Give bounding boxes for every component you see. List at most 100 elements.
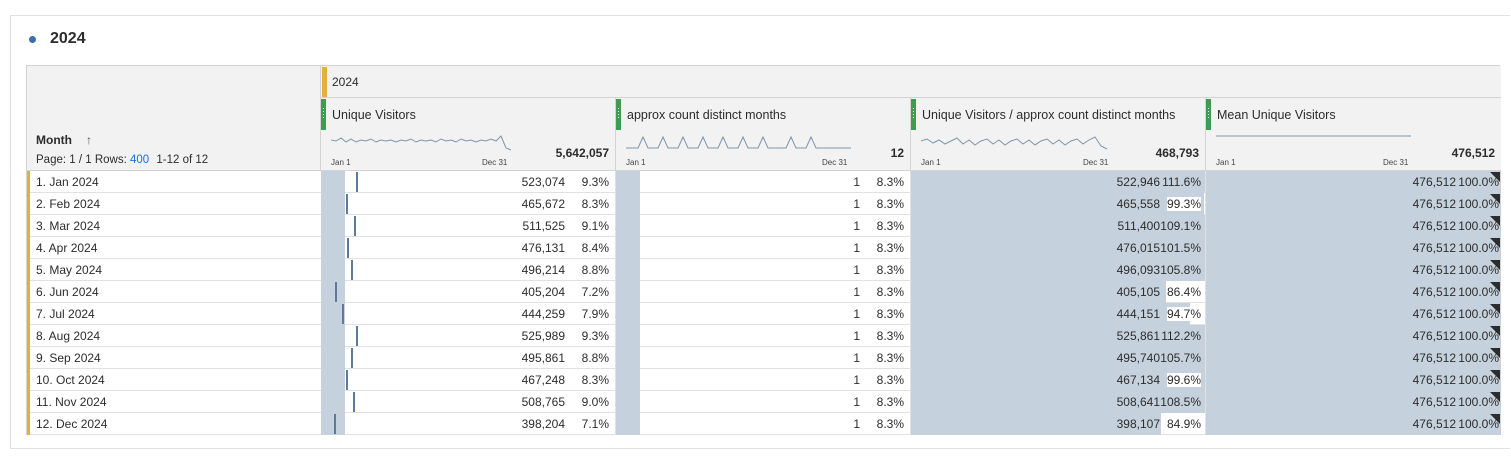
row-dimension-label[interactable]: 8. Aug 2024 [36, 329, 101, 343]
cell-approx-count-distinct-months[interactable]: 1 8.3% [616, 259, 911, 281]
cell-ratio[interactable]: 508,641 108.5% [911, 391, 1206, 413]
cell-ratio[interactable]: 398,107 84.9% [911, 413, 1206, 435]
cell-percent: 8.3% [876, 175, 904, 189]
table-row[interactable]: 4. Apr 2024 476,131 8.4% 1 8.3% 476,015 101.5%… [27, 237, 1501, 259]
cell-mean-unique-visitors[interactable]: 476,512 100.0% [1206, 281, 1501, 303]
cell-ratio[interactable]: 511,400 109.1% [911, 215, 1206, 237]
metric-header-ratio[interactable]: Unique Visitors / approx count distinct … [911, 98, 1206, 131]
dimension-title-label[interactable]: Month [36, 133, 72, 147]
table-row[interactable]: 7. Jul 2024 444,259 7.9% 1 8.3% 444,151 94.7% 4… [27, 303, 1501, 325]
cell-unique-visitors[interactable]: 523,074 9.3% [321, 171, 616, 193]
anomaly-flag-icon[interactable] [1490, 216, 1500, 226]
cell-mean-unique-visitors[interactable]: 476,512 100.0% [1206, 215, 1501, 237]
segment-group-header[interactable]: 2024 [321, 66, 1501, 98]
dimension-title[interactable]: Month ↑ [36, 133, 92, 147]
cell-unique-visitors[interactable]: 496,214 8.8% [321, 259, 616, 281]
cell-unique-visitors[interactable]: 405,204 7.2% [321, 281, 616, 303]
cell-approx-count-distinct-months[interactable]: 1 8.3% [616, 369, 911, 391]
cell-unique-visitors[interactable]: 511,525 9.1% [321, 215, 616, 237]
cell-mean-unique-visitors[interactable]: 476,512 100.0% [1206, 413, 1501, 435]
metric-header-approx-count-distinct-months[interactable]: approx count distinct months [616, 98, 911, 131]
cell-approx-count-distinct-months[interactable]: 1 8.3% [616, 193, 911, 215]
cell-ratio[interactable]: 467,134 99.6% [911, 369, 1206, 391]
cell-unique-visitors[interactable]: 398,204 7.1% [321, 413, 616, 435]
cell-unique-visitors[interactable]: 508,765 9.0% [321, 391, 616, 413]
cell-mean-unique-visitors[interactable]: 476,512 100.0% [1206, 347, 1501, 369]
cell-approx-count-distinct-months[interactable]: 1 8.3% [616, 391, 911, 413]
cell-approx-count-distinct-months[interactable]: 1 8.3% [616, 347, 911, 369]
cell-mean-unique-visitors[interactable]: 476,512 100.0% [1206, 325, 1501, 347]
table-row[interactable]: 12. Dec 2024 398,204 7.1% 1 8.3% 398,107 84.9%… [27, 413, 1501, 435]
anomaly-flag-icon[interactable] [1490, 282, 1500, 292]
anomaly-flag-icon[interactable] [1490, 414, 1500, 424]
anomaly-flag-icon[interactable] [1490, 172, 1500, 182]
cell-approx-count-distinct-months[interactable]: 1 8.3% [616, 325, 911, 347]
table-row[interactable]: 8. Aug 2024 525,989 9.3% 1 8.3% 525,861 112.2%… [27, 325, 1501, 347]
row-dimension-label[interactable]: 11. Nov 2024 [36, 395, 107, 409]
cell-ratio[interactable]: 522,946 111.6% [911, 171, 1206, 193]
metric-drag-handle-icon[interactable] [616, 99, 621, 130]
table-row[interactable]: 3. Mar 2024 511,525 9.1% 1 8.3% 511,400 109.1%… [27, 215, 1501, 237]
table-row[interactable]: 1. Jan 2024 523,074 9.3% 1 8.3% 522,946 111.6%… [27, 171, 1501, 193]
metric-drag-handle-icon[interactable] [1206, 99, 1211, 130]
cell-mean-unique-visitors[interactable]: 476,512 100.0% [1206, 259, 1501, 281]
cell-unique-visitors[interactable]: 467,248 8.3% [321, 369, 616, 391]
row-dimension-label[interactable]: 10. Oct 2024 [36, 373, 105, 387]
cell-mean-unique-visitors[interactable]: 476,512 100.0% [1206, 171, 1501, 193]
cell-unique-visitors[interactable]: 495,861 8.8% [321, 347, 616, 369]
cell-approx-count-distinct-months[interactable]: 1 8.3% [616, 303, 911, 325]
anomaly-flag-icon[interactable] [1490, 194, 1500, 204]
metric-header-mean-unique-visitors[interactable]: Mean Unique Visitors [1206, 98, 1501, 131]
anomaly-flag-icon[interactable] [1490, 326, 1500, 336]
cell-ratio[interactable]: 525,861 112.2% [911, 325, 1206, 347]
table-row[interactable]: 11. Nov 2024 508,765 9.0% 1 8.3% 508,641 108.5… [27, 391, 1501, 413]
cell-approx-count-distinct-months[interactable]: 1 8.3% [616, 237, 911, 259]
table-row[interactable]: 2. Feb 2024 465,672 8.3% 1 8.3% 465,558 99.3% 4… [27, 193, 1501, 215]
cell-ratio[interactable]: 405,105 86.4% [911, 281, 1206, 303]
cell-unique-visitors[interactable]: 465,672 8.3% [321, 193, 616, 215]
cell-unique-visitors[interactable]: 476,131 8.4% [321, 237, 616, 259]
cell-mean-unique-visitors[interactable]: 476,512 100.0% [1206, 303, 1501, 325]
rows-per-page-selector[interactable]: 400 [129, 154, 150, 166]
cell-ratio[interactable]: 495,740 105.7% [911, 347, 1206, 369]
table-row[interactable]: 6. Jun 2024 405,204 7.2% 1 8.3% 405,105 86.4% 4… [27, 281, 1501, 303]
row-dimension-label[interactable]: 1. Jan 2024 [36, 175, 99, 189]
row-dimension-label[interactable]: 2. Feb 2024 [36, 197, 101, 211]
cell-approx-count-distinct-months[interactable]: 1 8.3% [616, 171, 911, 193]
anomaly-flag-icon[interactable] [1490, 392, 1500, 402]
cell-mean-unique-visitors[interactable]: 476,512 100.0% [1206, 391, 1501, 413]
table-row[interactable]: 10. Oct 2024 467,248 8.3% 1 8.3% 467,134 99.6%… [27, 369, 1501, 391]
table-row[interactable]: 9. Sep 2024 495,861 8.8% 1 8.3% 495,740 105.7%… [27, 347, 1501, 369]
anomaly-flag-icon[interactable] [1490, 238, 1500, 248]
metric-drag-handle-icon[interactable] [911, 99, 916, 130]
cell-mean-unique-visitors[interactable]: 476,512 100.0% [1206, 193, 1501, 215]
cell-unique-visitors[interactable]: 525,989 9.3% [321, 325, 616, 347]
anomaly-flag-icon[interactable] [1490, 348, 1500, 358]
anomaly-flag-icon[interactable] [1490, 260, 1500, 270]
cell-ratio[interactable]: 444,151 94.7% [911, 303, 1206, 325]
cell-mean-unique-visitors[interactable]: 476,512 100.0% [1206, 369, 1501, 391]
cell-unique-visitors[interactable]: 444,259 7.9% [321, 303, 616, 325]
cell-ratio[interactable]: 465,558 99.3% [911, 193, 1206, 215]
row-dimension-label[interactable]: 4. Apr 2024 [36, 241, 98, 255]
row-dimension-label[interactable]: 3. Mar 2024 [36, 219, 101, 233]
row-dimension-label[interactable]: 12. Dec 2024 [36, 417, 108, 431]
metric-drag-handle-icon[interactable] [321, 99, 326, 130]
panel-title[interactable]: 2024 [50, 30, 86, 47]
row-dimension-label[interactable]: 5. May 2024 [36, 263, 103, 277]
cell-approx-count-distinct-months[interactable]: 1 8.3% [616, 215, 911, 237]
cell-ratio[interactable]: 496,093 105.8% [911, 259, 1206, 281]
panel-bullet-icon[interactable] [29, 35, 36, 43]
cell-approx-count-distinct-months[interactable]: 1 8.3% [616, 281, 911, 303]
metric-header-unique-visitors[interactable]: Unique Visitors [321, 98, 616, 131]
cell-mean-unique-visitors[interactable]: 476,512 100.0% [1206, 237, 1501, 259]
anomaly-flag-icon[interactable] [1490, 304, 1500, 314]
table-row[interactable]: 5. May 2024 496,214 8.8% 1 8.3% 496,093 105.8%… [27, 259, 1501, 281]
row-dimension-label[interactable]: 6. Jun 2024 [36, 285, 99, 299]
row-dimension-label[interactable]: 9. Sep 2024 [36, 351, 101, 365]
sort-arrow-up-icon[interactable]: ↑ [85, 133, 92, 147]
row-dimension-label[interactable]: 7. Jul 2024 [36, 307, 95, 321]
cell-approx-count-distinct-months[interactable]: 1 8.3% [616, 413, 911, 435]
anomaly-flag-icon[interactable] [1490, 370, 1500, 380]
cell-ratio[interactable]: 476,015 101.5% [911, 237, 1206, 259]
